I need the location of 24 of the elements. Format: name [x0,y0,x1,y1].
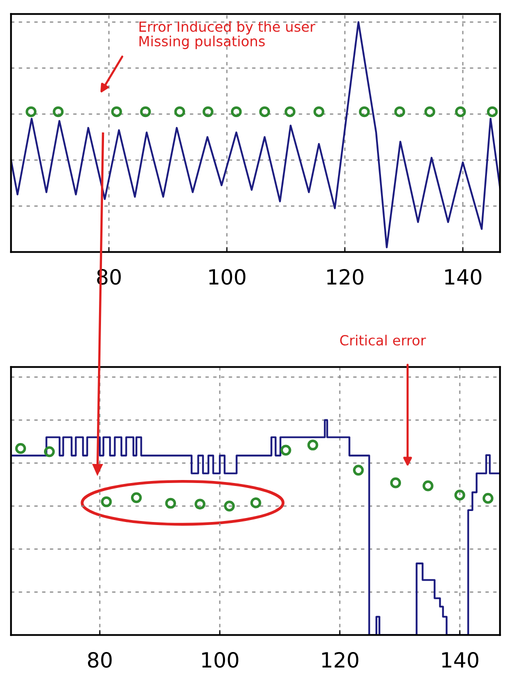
point [352,464,364,476]
point [307,440,318,450]
x-tick-label: 100 [202,652,238,668]
point [165,498,176,509]
point [422,480,434,492]
annotation: Error Induced by the user Missing pulsations [140,21,316,50]
point [250,497,262,508]
point [15,443,26,454]
point [224,500,235,512]
x-tick-label: 120 [322,652,358,668]
point [390,477,402,488]
point [454,490,466,501]
point [482,492,494,504]
point [194,498,206,510]
x-tick-label: 100 [209,269,246,285]
text: Critical error [340,334,426,346]
x-tick-label: 140 [442,652,478,668]
point [280,444,292,456]
x-tick-label: 140 [445,269,482,285]
point [44,446,55,458]
point [100,496,112,508]
point [130,492,142,504]
x-tick-label: 80 [88,652,112,668]
x-tick-label: 120 [327,269,364,285]
